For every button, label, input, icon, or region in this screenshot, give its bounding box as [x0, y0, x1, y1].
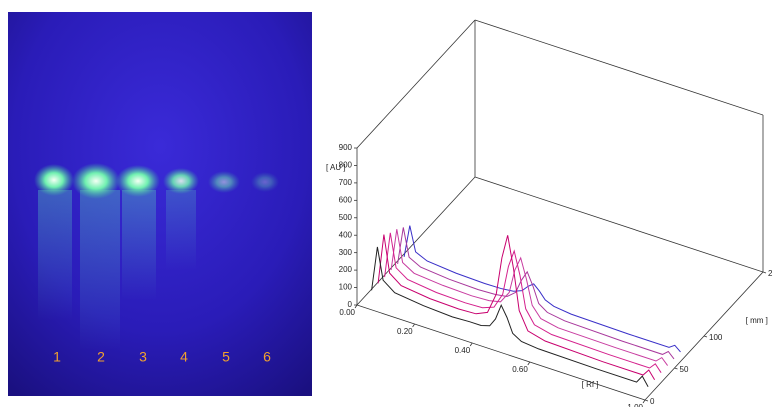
box-edge	[356, 176, 476, 306]
tlc-plate	[8, 12, 312, 396]
spot	[208, 171, 240, 193]
x-tick	[412, 323, 415, 328]
x-tick	[642, 399, 646, 404]
box-edge	[356, 19, 476, 149]
spot	[34, 164, 74, 196]
y-tick-label: 500	[339, 213, 353, 222]
z-tick-label: 2	[768, 269, 773, 278]
y-tick-label: 900	[339, 143, 353, 152]
trace	[397, 227, 675, 360]
lane-label: 4	[180, 349, 188, 365]
z-tick	[644, 399, 649, 402]
streak	[38, 190, 72, 320]
streak	[122, 190, 156, 300]
trace	[371, 246, 649, 388]
x-tick	[354, 304, 358, 309]
y-tick-label: 700	[339, 178, 353, 187]
spot	[251, 172, 279, 192]
lane-labels: 1 2 3 4 5 6	[53, 349, 271, 365]
z-tick	[674, 367, 678, 370]
spot	[163, 168, 199, 194]
y-tick-label: 100	[339, 283, 353, 292]
z-axis-label: [ mm ]	[746, 316, 768, 325]
box-edge	[356, 304, 646, 401]
y-tick-label: 400	[339, 230, 353, 239]
x-tick-label: 0.20	[397, 327, 413, 336]
y-tick-label: 0	[348, 300, 353, 309]
x-tick	[527, 361, 531, 366]
box-edge	[474, 176, 764, 273]
z-tick-label: 50	[680, 365, 689, 374]
lane-label: 5	[222, 349, 230, 365]
spot	[72, 163, 120, 199]
streak	[166, 190, 196, 270]
lane-label: 1	[53, 349, 61, 365]
x-tick-label: 1.00	[627, 403, 643, 407]
spot	[116, 165, 160, 197]
z-tick-label: 100	[709, 333, 723, 342]
box-edge	[474, 19, 764, 116]
lane-label: 3	[139, 349, 147, 365]
y-tick-label: 600	[339, 195, 353, 204]
streak	[80, 190, 120, 350]
lane-label: 6	[263, 349, 271, 365]
trace	[403, 225, 681, 353]
densitogram: 01002003004005006007008009000.000.200.40…	[326, 19, 773, 412]
trace	[390, 229, 669, 366]
z-tick	[703, 335, 708, 338]
x-tick	[469, 342, 473, 347]
x-axis-label: [ Rf ]	[582, 380, 599, 389]
y-tick-label: 200	[339, 265, 353, 274]
lane-label: 2	[97, 349, 105, 365]
x-tick-label: 0.60	[512, 365, 528, 374]
trace	[384, 232, 662, 373]
x-tick-label: 0.00	[339, 308, 355, 317]
z-tick	[762, 271, 767, 274]
y-tick-label: 300	[339, 248, 353, 257]
y-tick-label: 800	[339, 161, 353, 170]
y-axis-label: [ AU ]	[326, 163, 346, 172]
x-tick-label: 0.40	[455, 346, 471, 355]
trace	[377, 234, 656, 380]
z-tick-label: 0	[650, 397, 655, 406]
